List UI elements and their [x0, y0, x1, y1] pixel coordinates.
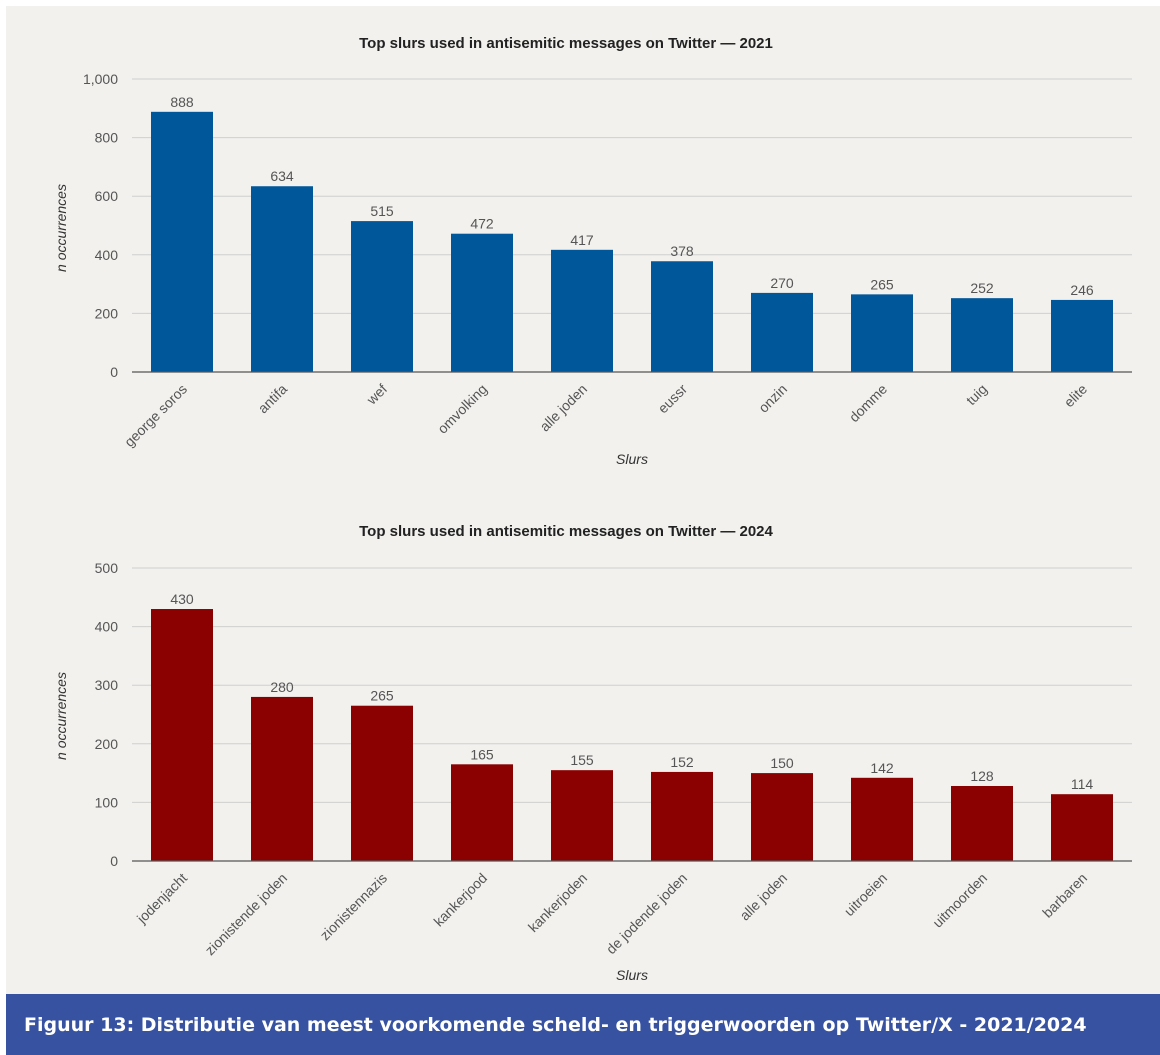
- x-tick-label: kankerjood: [430, 870, 490, 930]
- x-tick-label: eussr: [655, 381, 691, 417]
- x-axis-label: Slurs: [616, 967, 648, 983]
- bar: [1051, 794, 1113, 861]
- x-axis-label: Slurs: [616, 451, 648, 467]
- bar: [751, 292, 813, 372]
- x-tick-label: omvolking: [434, 381, 490, 437]
- y-tick-label: 100: [95, 794, 119, 810]
- bar: [651, 771, 713, 861]
- bar-value-label: 128: [970, 768, 994, 784]
- y-tick-label: 200: [95, 305, 119, 321]
- x-tick-label: tuig: [963, 381, 990, 408]
- figure: Top slurs used in antisemitic messages o…: [6, 6, 1160, 1055]
- y-tick-label: 400: [95, 247, 119, 263]
- x-tick-label: uitroeien: [841, 870, 890, 919]
- bar: [351, 705, 413, 861]
- x-tick-label: zionistennazis: [317, 870, 390, 943]
- bar-value-label: 280: [270, 679, 294, 695]
- x-tick-label: antifa: [255, 381, 291, 417]
- bar-value-label: 246: [1070, 282, 1094, 298]
- bar-chart-2021: Top slurs used in antisemitic messages o…: [53, 35, 1132, 467]
- x-tick-label: zionistende joden: [202, 870, 290, 958]
- bar-value-label: 472: [470, 216, 494, 232]
- bar-value-label: 142: [870, 760, 894, 776]
- bar: [251, 696, 313, 861]
- bar: [351, 221, 413, 372]
- bar: [751, 773, 813, 861]
- x-tick-label: george soros: [121, 381, 190, 450]
- chart-title: Top slurs used in antisemitic messages o…: [359, 35, 773, 52]
- bar-value-label: 378: [670, 243, 694, 259]
- bar-value-label: 114: [1071, 776, 1094, 792]
- x-tick-label: alle joden: [736, 870, 790, 924]
- bar: [851, 777, 913, 861]
- figure-caption: Figuur 13: Distributie van meest voorkom…: [24, 1013, 1087, 1036]
- y-tick-label: 300: [95, 677, 119, 693]
- bar-value-label: 165: [470, 746, 494, 762]
- x-tick-label: uitmoorden: [929, 870, 990, 931]
- bar-value-label: 252: [970, 280, 994, 296]
- y-tick-label: 800: [95, 130, 119, 146]
- bar-value-label: 515: [370, 203, 394, 219]
- y-tick-label: 500: [95, 560, 119, 576]
- bar: [151, 609, 213, 861]
- bar-value-label: 270: [770, 275, 794, 291]
- bar-value-label: 265: [870, 276, 894, 292]
- x-tick-label: barbaren: [1039, 870, 1090, 921]
- bar-value-label: 888: [170, 94, 194, 110]
- y-tick-label: 0: [110, 853, 118, 869]
- figure-caption-bar: Figuur 13: Distributie van meest voorkom…: [6, 994, 1160, 1055]
- bar: [451, 764, 513, 861]
- y-tick-label: 600: [95, 188, 119, 204]
- bar: [451, 233, 513, 372]
- bar: [251, 186, 313, 372]
- x-tick-label: elite: [1061, 381, 1091, 411]
- x-tick-label: alle joden: [536, 381, 590, 435]
- bar: [651, 261, 713, 372]
- chart-title: Top slurs used in antisemitic messages o…: [359, 523, 773, 540]
- x-tick-label: domme: [846, 381, 890, 425]
- bar-value-label: 152: [670, 754, 694, 770]
- x-tick-label: wef: [363, 381, 391, 409]
- bar-value-label: 150: [770, 755, 794, 771]
- bar: [951, 298, 1013, 372]
- y-tick-label: 0: [110, 364, 118, 380]
- bar-value-label: 430: [170, 591, 194, 607]
- bar: [551, 770, 613, 861]
- bar: [1051, 299, 1113, 372]
- y-axis-label: n occurrences: [53, 184, 69, 272]
- x-tick-label: onzin: [755, 381, 790, 416]
- bar-value-label: 417: [570, 232, 594, 248]
- bar-chart-2024: Top slurs used in antisemitic messages o…: [53, 523, 1132, 983]
- x-tick-label: de jodende joden: [603, 870, 690, 957]
- bar: [851, 294, 913, 372]
- y-tick-label: 1,000: [83, 71, 118, 87]
- bar: [951, 785, 1013, 861]
- x-tick-label: kankerjoden: [525, 870, 590, 935]
- bar: [151, 111, 213, 372]
- y-axis-label: n occurrences: [53, 672, 69, 760]
- bar: [551, 249, 613, 372]
- y-tick-label: 400: [95, 619, 119, 635]
- bar-value-label: 155: [570, 752, 594, 768]
- bar-value-label: 265: [370, 688, 394, 704]
- x-tick-label: jodenjacht: [133, 870, 190, 927]
- y-tick-label: 200: [95, 736, 119, 752]
- bar-value-label: 634: [270, 168, 294, 184]
